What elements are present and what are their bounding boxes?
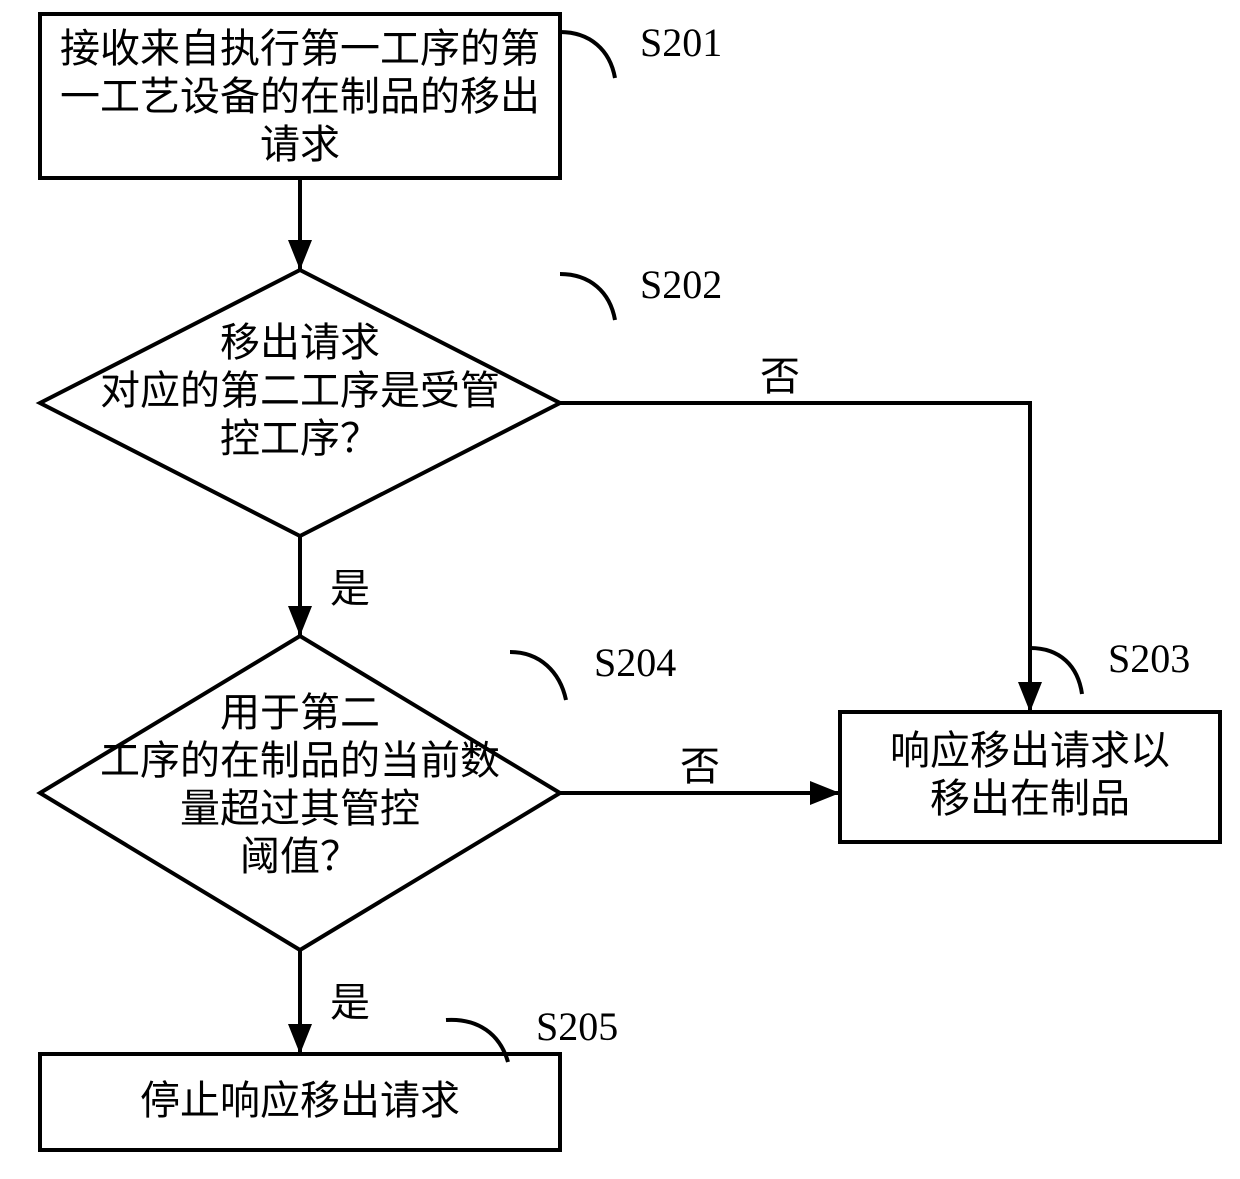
node-n205: 停止响应移出请求 S205 xyxy=(40,1004,618,1150)
node-text-n204-1: 工序的在制品的当前数 xyxy=(100,738,500,783)
arrow-head xyxy=(288,1024,312,1054)
node-text-n203-1: 移出在制品 xyxy=(930,776,1130,821)
leader-n204 xyxy=(510,652,566,700)
edge-label-1: 是 xyxy=(330,566,370,611)
leader-n202 xyxy=(560,274,615,320)
node-n202: 移出请求对应的第二工序是受管控工序？ S202 xyxy=(40,262,722,536)
node-text-n204-2: 量超过其管控 xyxy=(180,786,420,831)
node-text-n203-0: 响应移出请求以 xyxy=(890,728,1170,773)
node-n201: 接收来自执行第一工序的第一工艺设备的在制品的移出请求 S201 xyxy=(40,14,722,178)
edge-label-2: 是 xyxy=(330,980,370,1025)
step-label-n203: S203 xyxy=(1108,636,1190,681)
arrow-head xyxy=(810,781,840,805)
arrow-head xyxy=(1018,682,1042,712)
node-text-n204-3: 阈值？ xyxy=(240,834,360,879)
step-label-n205: S205 xyxy=(536,1004,618,1049)
arrow-head xyxy=(288,240,312,270)
node-text-n201-2: 请求 xyxy=(260,122,340,167)
step-label-n201: S201 xyxy=(640,20,722,65)
edge-label-4: 否 xyxy=(680,744,720,789)
leader-n201 xyxy=(560,32,615,78)
node-text-n202-1: 对应的第二工序是受管 xyxy=(100,368,500,413)
node-text-n201-1: 一工艺设备的在制品的移出 xyxy=(60,74,540,119)
node-text-n202-2: 控工序？ xyxy=(220,416,380,461)
step-label-n204: S204 xyxy=(594,640,676,685)
edge-label-3: 否 xyxy=(760,354,800,399)
node-text-n204-0: 用于第二 xyxy=(220,690,380,735)
step-label-n202: S202 xyxy=(640,262,722,307)
node-text-n202-0: 移出请求 xyxy=(220,320,380,365)
node-text-n205-0: 停止响应移出请求 xyxy=(140,1078,460,1123)
node-text-n201-0: 接收来自执行第一工序的第 xyxy=(60,26,540,71)
arrow-head xyxy=(288,606,312,636)
